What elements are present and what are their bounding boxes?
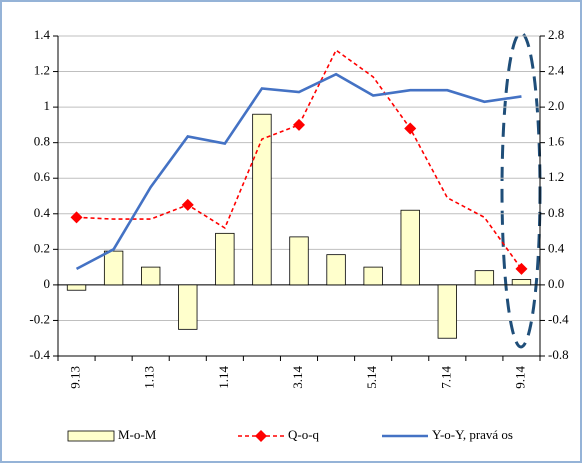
y2-tick-label: 1.6 [548, 134, 565, 149]
x-tick-label: 9.13 [68, 366, 83, 389]
y2-tick-label: 0.0 [548, 276, 564, 291]
y2-tick-label: 2.0 [548, 98, 564, 113]
y2-tick-label: -0.8 [548, 347, 569, 362]
y-tick-label: 1 [44, 98, 51, 113]
bar [252, 113, 272, 286]
bar [178, 284, 198, 330]
y2-tick-label: -0.4 [548, 311, 569, 326]
marker [181, 198, 194, 211]
x-tick-label: 5.14 [364, 366, 379, 389]
y2-tick-label: 2.8 [548, 27, 564, 42]
y-tick-label: 0 [44, 276, 51, 291]
x-tick-label: 1.14 [216, 366, 231, 389]
bar [437, 284, 457, 339]
bar [215, 232, 235, 286]
bar [326, 254, 346, 286]
legend-label: Y-o-Y, pravá os [432, 427, 513, 442]
line [75, 72, 522, 271]
y-tick-label: 1.2 [34, 63, 50, 78]
y2-tick-label: 0.8 [548, 205, 564, 220]
bar [474, 270, 495, 286]
bar [289, 236, 309, 286]
bar [511, 279, 532, 286]
x-tick-label: 9.14 [512, 366, 527, 389]
bar [66, 284, 87, 291]
y-tick-label: 0.2 [34, 240, 50, 255]
y-tick-label: 1.4 [34, 27, 51, 42]
y2-tick-label: 1.2 [548, 169, 564, 184]
y2-tick-label: 0.4 [548, 240, 565, 255]
y-tick-label: 0.6 [34, 169, 51, 184]
bar [103, 250, 124, 286]
x-tick-label: 3.14 [290, 366, 305, 389]
legend-marker [255, 430, 267, 442]
marker [404, 122, 417, 135]
marker [515, 262, 528, 275]
y-tick-label: 0.4 [34, 205, 51, 220]
marker [70, 211, 83, 224]
legend-label: Q-o-q [288, 427, 320, 442]
bar [141, 266, 161, 286]
x-tick-label: 7.14 [438, 366, 453, 389]
bar [363, 266, 383, 286]
legend-swatch [67, 430, 115, 442]
bar [400, 209, 420, 286]
legend-label: M-o-M [118, 427, 157, 442]
marker [293, 118, 305, 131]
y-tick-label: 0.8 [34, 134, 50, 149]
x-tick-label: 1.13 [142, 366, 157, 389]
y-tick-label: -0.4 [29, 347, 50, 362]
y-tick-label: -0.2 [29, 311, 50, 326]
y2-tick-label: 2.4 [548, 63, 565, 78]
